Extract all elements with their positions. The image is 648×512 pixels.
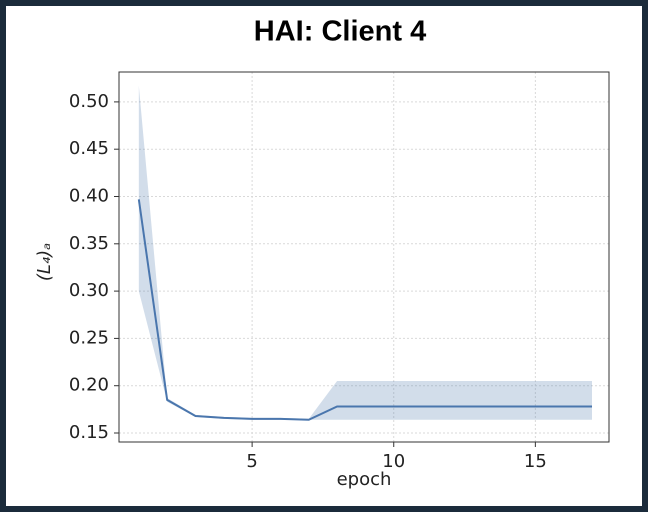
x-tick-label: 10 [382, 451, 405, 472]
y-tick-label: 0.25 [69, 327, 109, 348]
plot-border [118, 71, 610, 443]
y-tick-label: 0.20 [69, 375, 109, 396]
y-tick-label: 0.40 [69, 186, 109, 207]
confidence-band [138, 85, 593, 420]
y-tick-label: 0.30 [69, 280, 109, 301]
x-tick-label: 5 [246, 451, 257, 472]
y-axis-label: (L₄)ₐ [34, 243, 55, 281]
y-tick-label: 0.35 [69, 233, 109, 254]
y-tick-label: 0.50 [69, 91, 109, 112]
x-tick-label: 15 [524, 451, 547, 472]
y-tick-label: 0.45 [69, 138, 109, 159]
x-axis-label: epoch [337, 469, 392, 490]
line [137, 199, 593, 421]
chart-title: HAI: Client 4 [254, 16, 426, 48]
y-tick-label: 0.15 [69, 422, 109, 443]
